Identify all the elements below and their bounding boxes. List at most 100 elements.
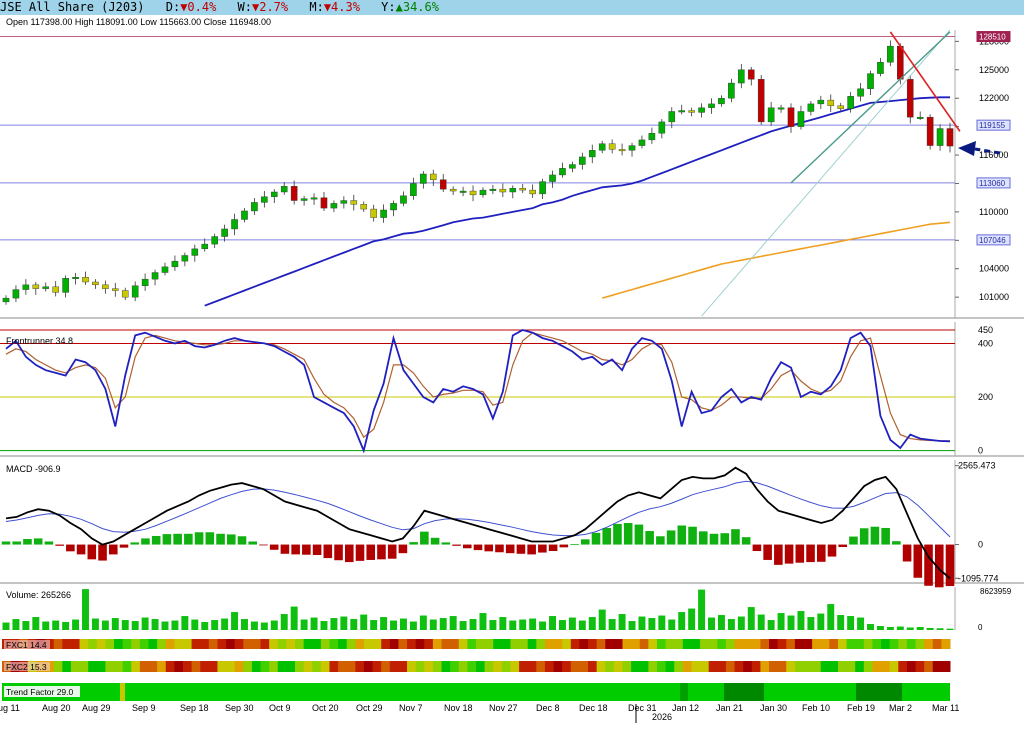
fxc1-cell — [820, 639, 830, 649]
fxc1-cell — [932, 639, 942, 649]
fxc1-cell — [372, 639, 382, 649]
macd-histogram-bar — [838, 544, 848, 548]
volume-bar — [479, 613, 487, 630]
fxc2-cell — [450, 661, 460, 672]
volume-bar — [469, 619, 477, 630]
volume-bar — [727, 619, 735, 630]
stoch-main-line — [5, 329, 951, 454]
fxc2-cell — [501, 661, 511, 672]
fxc2-cell — [519, 661, 529, 672]
fxc1-cell — [743, 639, 753, 649]
date-tick-label: Aug 11 — [0, 703, 20, 713]
ohlc-readout: Open 117398.00 High 118091.00 Low 115663… — [6, 17, 272, 27]
fxc2-cell — [114, 661, 124, 672]
fxc1-cell — [424, 639, 434, 649]
candle — [350, 200, 358, 205]
trendline-up — [790, 31, 951, 184]
candle — [539, 181, 546, 195]
fxc1-cell — [898, 639, 908, 649]
macd-histogram-bar — [441, 542, 451, 545]
macd-histogram-bar — [194, 532, 204, 545]
macd-histogram-bar — [248, 541, 258, 545]
candle — [92, 281, 99, 286]
volume-bar — [330, 618, 338, 630]
candle — [231, 219, 238, 230]
trend-factor-label: Trend Factor 29.0 — [6, 687, 74, 697]
candle — [787, 107, 795, 127]
volume-bar — [757, 614, 765, 630]
candle — [797, 111, 805, 127]
volume-bar — [598, 609, 606, 630]
macd-histogram-bar — [495, 544, 504, 553]
volume-bar — [867, 624, 874, 630]
date-tick-label: Dec 18 — [579, 703, 608, 713]
candle — [847, 96, 854, 109]
candle — [211, 236, 218, 245]
volume-bar — [439, 618, 447, 630]
fxc1-cell — [312, 639, 322, 649]
stoch-level-label: 200 — [978, 392, 993, 402]
fxc1-cell — [596, 639, 606, 649]
volume-bar — [668, 619, 676, 630]
fxc2-cell — [441, 661, 451, 672]
macd-tick-label: -1095.774 — [958, 573, 999, 583]
candle — [658, 121, 666, 134]
volume-bar — [817, 613, 825, 630]
fxc2-cell — [424, 661, 434, 672]
fxc1-cell — [363, 639, 374, 649]
candle — [420, 173, 427, 184]
arrow-shaft — [974, 147, 1001, 155]
volume-bar — [300, 619, 308, 630]
volume-bar — [390, 620, 398, 630]
volume-bar — [578, 620, 586, 630]
volume-bar — [708, 617, 715, 630]
volume-bar — [489, 620, 497, 630]
volume-bar — [588, 617, 596, 630]
fxc2-cell — [53, 661, 63, 672]
macd-histogram-bar — [677, 525, 687, 545]
fxc2-cell — [803, 661, 813, 672]
fxc1-cell — [320, 639, 330, 649]
fxc2-cell — [915, 661, 925, 672]
fxc2-cell — [389, 661, 399, 672]
volume-bar — [827, 604, 835, 630]
volume-label: Volume: 265266 — [6, 590, 71, 600]
fxc1-cell — [476, 639, 486, 649]
candle — [708, 103, 715, 108]
fxc2-cell — [226, 661, 236, 672]
fxc2-cell — [105, 661, 115, 672]
candle — [241, 210, 248, 220]
candle — [747, 69, 755, 80]
candle — [360, 204, 368, 210]
fxc1-cell — [303, 639, 313, 649]
fxc1-cell — [493, 639, 503, 649]
fxc1-cell — [769, 639, 779, 649]
fxc2-cell — [708, 661, 718, 672]
macd-histogram-bar — [452, 544, 461, 546]
volume-bar — [22, 621, 30, 630]
macd-histogram-bar — [55, 544, 64, 546]
fxc1-cell — [700, 639, 710, 649]
date-axis: Aug 11 Aug 20 Aug 29 Sep 9 Sep 18 Sep 30 Oct 9… — [0, 703, 959, 723]
fxc2-cell — [932, 661, 942, 672]
volume-bar — [91, 618, 99, 630]
candle — [400, 195, 407, 204]
fxc1-cell — [96, 639, 106, 649]
volume-bar — [211, 620, 219, 630]
fxc2-cell — [329, 661, 339, 672]
fxc1-cell — [131, 639, 141, 649]
macd-histogram-bar — [602, 527, 612, 545]
candle — [618, 149, 626, 152]
macd-histogram-bar — [76, 544, 86, 555]
level-label: 128510 — [979, 33, 1006, 42]
macd-histogram-bar — [430, 537, 440, 545]
candle — [857, 88, 864, 97]
fxc2-cell — [579, 661, 589, 672]
fxc2-cell — [407, 661, 417, 672]
fxc1-cell — [527, 639, 537, 649]
macd-histogram-bar — [516, 544, 526, 554]
volume-bar — [191, 619, 199, 630]
candle — [300, 198, 308, 201]
macd-histogram-bar — [580, 539, 590, 545]
